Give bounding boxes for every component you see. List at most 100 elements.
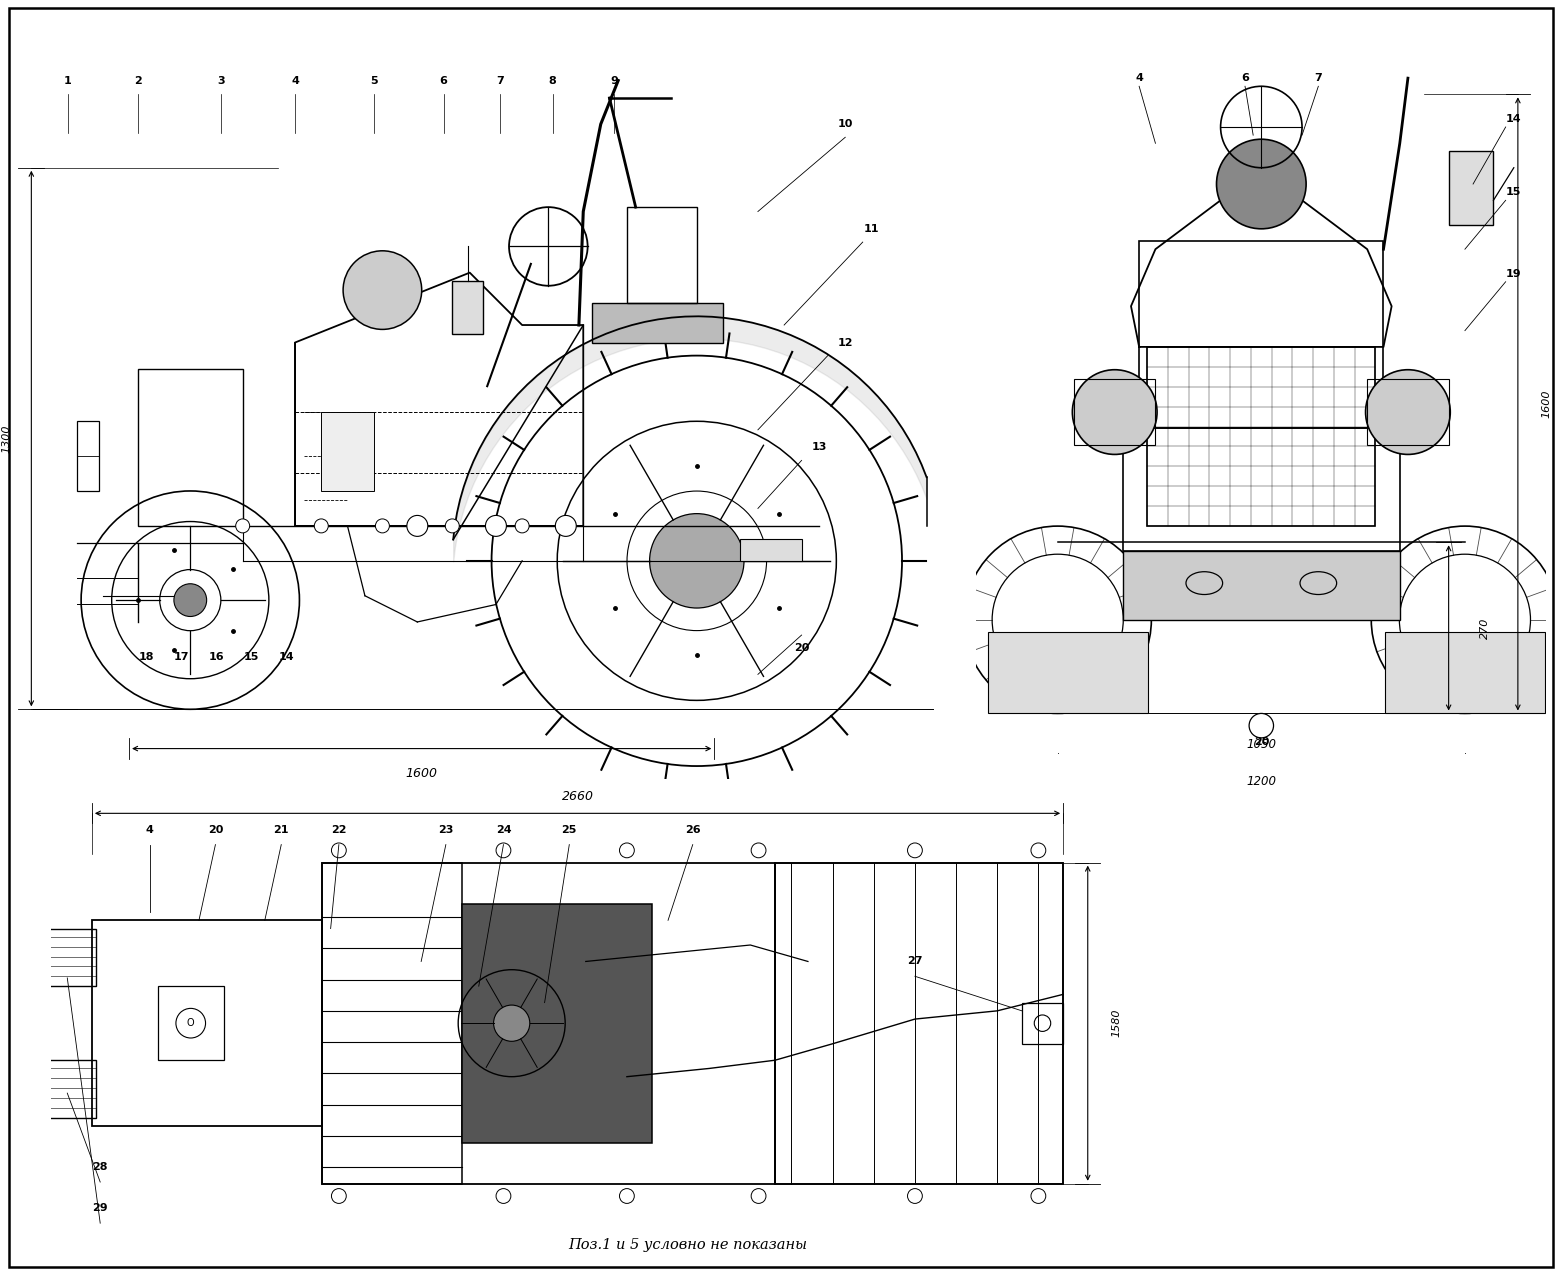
- Bar: [462, 904, 651, 1142]
- Text: 4: 4: [145, 825, 153, 835]
- Text: 14: 14: [278, 652, 294, 662]
- Bar: [1123, 551, 1400, 620]
- Bar: [626, 207, 697, 303]
- Circle shape: [344, 251, 422, 329]
- Text: 20: 20: [793, 643, 809, 653]
- Circle shape: [375, 519, 389, 533]
- Circle shape: [515, 519, 530, 533]
- Bar: [1385, 632, 1545, 714]
- Circle shape: [1031, 1188, 1047, 1204]
- Text: 10: 10: [837, 119, 853, 129]
- Bar: [740, 539, 801, 561]
- Text: 11: 11: [864, 224, 879, 235]
- Text: 23: 23: [439, 825, 453, 835]
- Bar: [775, 863, 1064, 1183]
- Bar: [1448, 152, 1493, 224]
- Text: 2: 2: [134, 75, 142, 85]
- Text: 29: 29: [92, 1204, 108, 1214]
- Bar: [989, 632, 1148, 714]
- Bar: [322, 412, 373, 491]
- Bar: [158, 986, 223, 1061]
- Text: 1050: 1050: [1246, 738, 1276, 751]
- Text: 5: 5: [370, 75, 378, 85]
- Circle shape: [751, 843, 765, 858]
- Bar: [47, 1061, 97, 1118]
- Text: 15: 15: [244, 652, 259, 662]
- Text: 7: 7: [1315, 73, 1321, 83]
- Text: 18: 18: [139, 652, 155, 662]
- Text: 16: 16: [209, 652, 225, 662]
- Text: 1600: 1600: [1542, 390, 1551, 418]
- Text: 7: 7: [497, 75, 505, 85]
- Text: 22: 22: [331, 825, 347, 835]
- Text: 26: 26: [684, 825, 700, 835]
- Circle shape: [494, 1005, 530, 1042]
- Circle shape: [236, 519, 250, 533]
- Text: 9: 9: [609, 75, 617, 85]
- Text: 4: 4: [291, 75, 298, 85]
- Text: 25: 25: [562, 825, 576, 835]
- Bar: [92, 921, 322, 1126]
- Bar: [1022, 1002, 1064, 1044]
- Text: 1300: 1300: [2, 425, 12, 453]
- Text: 1200: 1200: [1246, 774, 1276, 788]
- Circle shape: [497, 1188, 511, 1204]
- Circle shape: [173, 584, 206, 617]
- Circle shape: [1073, 370, 1157, 454]
- Bar: [453, 282, 483, 334]
- Circle shape: [908, 843, 922, 858]
- Text: 2660: 2660: [561, 790, 594, 803]
- Text: 24: 24: [495, 825, 511, 835]
- Text: 15: 15: [1506, 187, 1521, 198]
- Bar: [592, 303, 723, 343]
- Bar: [137, 368, 242, 525]
- Bar: [322, 863, 462, 1183]
- Bar: [1123, 428, 1400, 551]
- Bar: [322, 863, 775, 1183]
- Text: 1: 1: [64, 75, 72, 85]
- Bar: [77, 421, 98, 491]
- Bar: [1367, 380, 1448, 445]
- Text: 21: 21: [273, 825, 289, 835]
- Text: 20: 20: [208, 825, 223, 835]
- Text: 1580: 1580: [1112, 1009, 1122, 1038]
- Text: 17: 17: [173, 652, 189, 662]
- Bar: [47, 928, 97, 986]
- Circle shape: [406, 515, 428, 537]
- Text: 8: 8: [548, 75, 556, 85]
- Circle shape: [486, 515, 506, 537]
- Circle shape: [314, 519, 328, 533]
- Circle shape: [331, 843, 347, 858]
- Text: 19: 19: [1506, 269, 1521, 279]
- Text: 20: 20: [1254, 737, 1268, 747]
- Text: 6: 6: [439, 75, 447, 85]
- Circle shape: [620, 1188, 634, 1204]
- Bar: [1147, 347, 1375, 527]
- Text: 12: 12: [837, 338, 853, 348]
- Circle shape: [908, 1188, 922, 1204]
- Circle shape: [1365, 370, 1450, 454]
- Circle shape: [650, 514, 744, 608]
- Text: 3: 3: [217, 75, 225, 85]
- Text: 6: 6: [1242, 73, 1250, 83]
- Circle shape: [445, 519, 459, 533]
- Circle shape: [556, 515, 576, 537]
- Text: 14: 14: [1506, 113, 1521, 124]
- Circle shape: [1250, 714, 1273, 738]
- Circle shape: [751, 1188, 765, 1204]
- Text: 270: 270: [1481, 617, 1490, 639]
- Circle shape: [331, 1188, 347, 1204]
- Text: 27: 27: [908, 956, 923, 966]
- Circle shape: [1031, 843, 1047, 858]
- Circle shape: [497, 843, 511, 858]
- Text: 13: 13: [811, 442, 826, 453]
- Bar: [775, 863, 1064, 1183]
- Circle shape: [620, 843, 634, 858]
- Text: 4: 4: [1136, 73, 1143, 83]
- Circle shape: [1217, 139, 1306, 228]
- Bar: [1139, 241, 1384, 428]
- Text: Поз.1 и 5 условно не показаны: Поз.1 и 5 условно не показаны: [567, 1238, 808, 1252]
- Bar: [1075, 380, 1156, 445]
- Text: 1600: 1600: [406, 766, 437, 779]
- Text: 28: 28: [92, 1163, 108, 1172]
